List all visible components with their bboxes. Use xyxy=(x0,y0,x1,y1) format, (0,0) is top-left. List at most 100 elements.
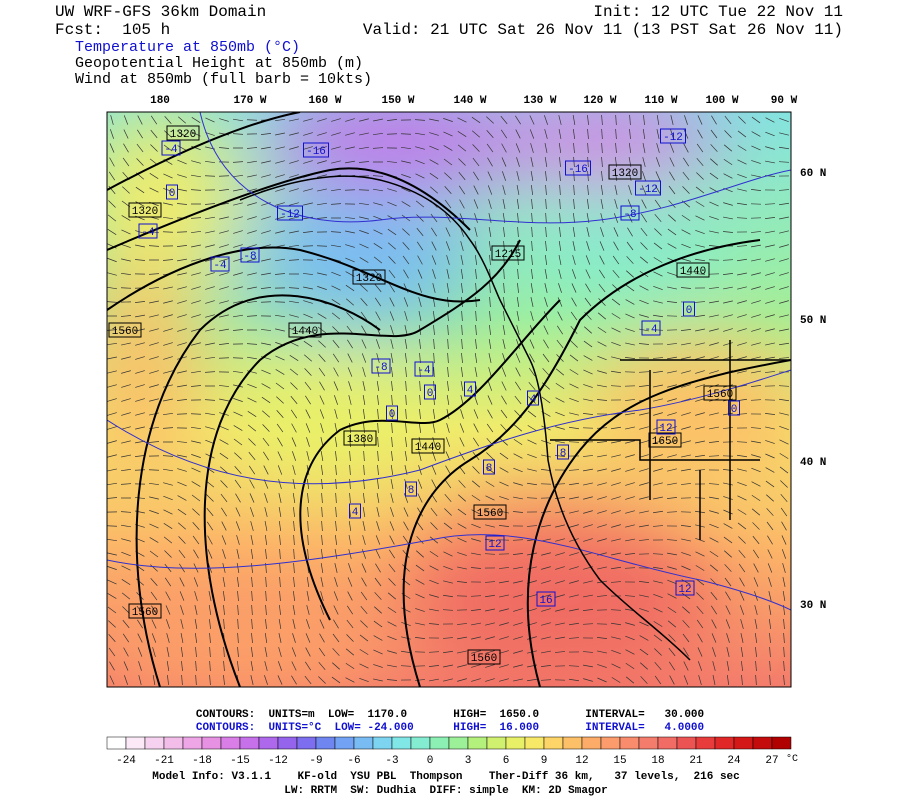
wind-barb xyxy=(697,129,703,139)
wind-barb xyxy=(640,676,648,684)
wind-barb xyxy=(150,129,158,139)
wind-barb xyxy=(418,422,422,434)
wind-barb xyxy=(360,605,368,615)
wind-barb xyxy=(335,506,337,518)
wind-barb xyxy=(222,577,226,587)
wind-barb xyxy=(233,438,243,446)
wind-barb xyxy=(485,622,495,626)
wind-barb xyxy=(530,157,534,167)
wind-barb xyxy=(611,622,621,626)
wind-barb xyxy=(180,647,184,657)
wind-barb xyxy=(148,273,160,275)
wind-barb xyxy=(401,607,411,613)
wind-barb xyxy=(334,549,338,559)
wind-barb xyxy=(330,203,342,205)
wind-barb xyxy=(737,356,747,360)
wind-barb xyxy=(612,269,620,279)
wind-barb xyxy=(587,128,589,140)
wind-barb xyxy=(232,329,244,331)
wind-barb xyxy=(402,535,410,545)
wind-barb xyxy=(334,409,338,419)
wind-barb xyxy=(781,535,787,545)
wind-barb xyxy=(124,675,128,685)
longitude-label: 130 W xyxy=(523,95,556,107)
wind-barb xyxy=(180,605,184,615)
wind-barb xyxy=(209,660,211,672)
wind-barb xyxy=(293,520,295,532)
wind-barb xyxy=(445,465,451,475)
wind-barb xyxy=(681,565,691,571)
wind-barb xyxy=(779,117,789,123)
wind-barb xyxy=(373,202,383,206)
wind-barb xyxy=(470,609,482,611)
wind-barb xyxy=(503,268,505,280)
wind-barb xyxy=(527,453,537,459)
wind-barb xyxy=(335,464,337,476)
wind-barb xyxy=(471,494,481,502)
wind-barb xyxy=(653,566,663,570)
wind-barb xyxy=(122,619,130,629)
wind-barb xyxy=(471,650,481,654)
height-label: 1440 xyxy=(288,322,322,338)
wind-barb xyxy=(667,370,677,374)
wind-barb xyxy=(218,189,230,191)
wind-barb xyxy=(724,577,732,587)
wind-barb xyxy=(696,619,704,629)
wind-barb xyxy=(600,185,604,195)
colorbar-label: 24 xyxy=(727,755,741,767)
wind-barb xyxy=(767,549,773,559)
wind-barb xyxy=(653,426,663,430)
colorbar-label: 6 xyxy=(503,755,510,767)
wind-barb xyxy=(121,258,131,262)
longitude-label: 160 W xyxy=(308,95,341,107)
wind-barb xyxy=(205,356,215,360)
wind-barb xyxy=(292,451,296,461)
wind-barb xyxy=(373,243,383,249)
wind-barb xyxy=(261,383,271,389)
wind-barb xyxy=(219,118,229,122)
wind-barb xyxy=(177,258,187,262)
wind-barb xyxy=(639,635,649,641)
wind-barb xyxy=(275,258,285,262)
wind-barb xyxy=(625,510,635,514)
wind-barb xyxy=(205,314,215,318)
wind-barb xyxy=(151,633,157,643)
wind-barb xyxy=(419,366,421,378)
colorbar-cell xyxy=(429,736,450,750)
colorbar-cell xyxy=(543,736,564,750)
wind-barb xyxy=(780,507,788,517)
wind-barb xyxy=(223,646,225,658)
wind-barb xyxy=(195,632,197,644)
colorbar-cell xyxy=(771,736,792,750)
wind-barb xyxy=(121,244,131,248)
wind-barb xyxy=(391,394,393,406)
wind-barb xyxy=(260,133,272,135)
wind-barb xyxy=(304,661,312,671)
wind-barb xyxy=(166,661,170,671)
wind-barb xyxy=(248,465,256,475)
wind-barb xyxy=(321,492,323,504)
wind-barb xyxy=(191,286,201,290)
wind-barb xyxy=(376,353,380,363)
wind-barb xyxy=(416,521,424,531)
wind-barb xyxy=(779,300,789,304)
wind-barb xyxy=(499,510,509,514)
wind-barb xyxy=(446,283,450,293)
colorbar-cell xyxy=(391,736,412,750)
wind-barb xyxy=(304,675,312,685)
wind-barb xyxy=(219,272,229,276)
wind-barb xyxy=(121,468,131,472)
wind-barb xyxy=(317,146,327,150)
wind-barb xyxy=(751,328,761,332)
wind-barb xyxy=(782,563,786,573)
wind-barb xyxy=(460,366,464,378)
temperature-label-text: 4 xyxy=(467,385,474,397)
wind-barb xyxy=(219,314,229,318)
wind-barb xyxy=(471,622,481,626)
wind-barb xyxy=(501,367,507,377)
wind-barb xyxy=(585,269,591,279)
wind-barb xyxy=(765,426,775,430)
wind-barb xyxy=(358,202,370,206)
wind-barb xyxy=(388,563,396,573)
wind-barb xyxy=(274,314,286,318)
